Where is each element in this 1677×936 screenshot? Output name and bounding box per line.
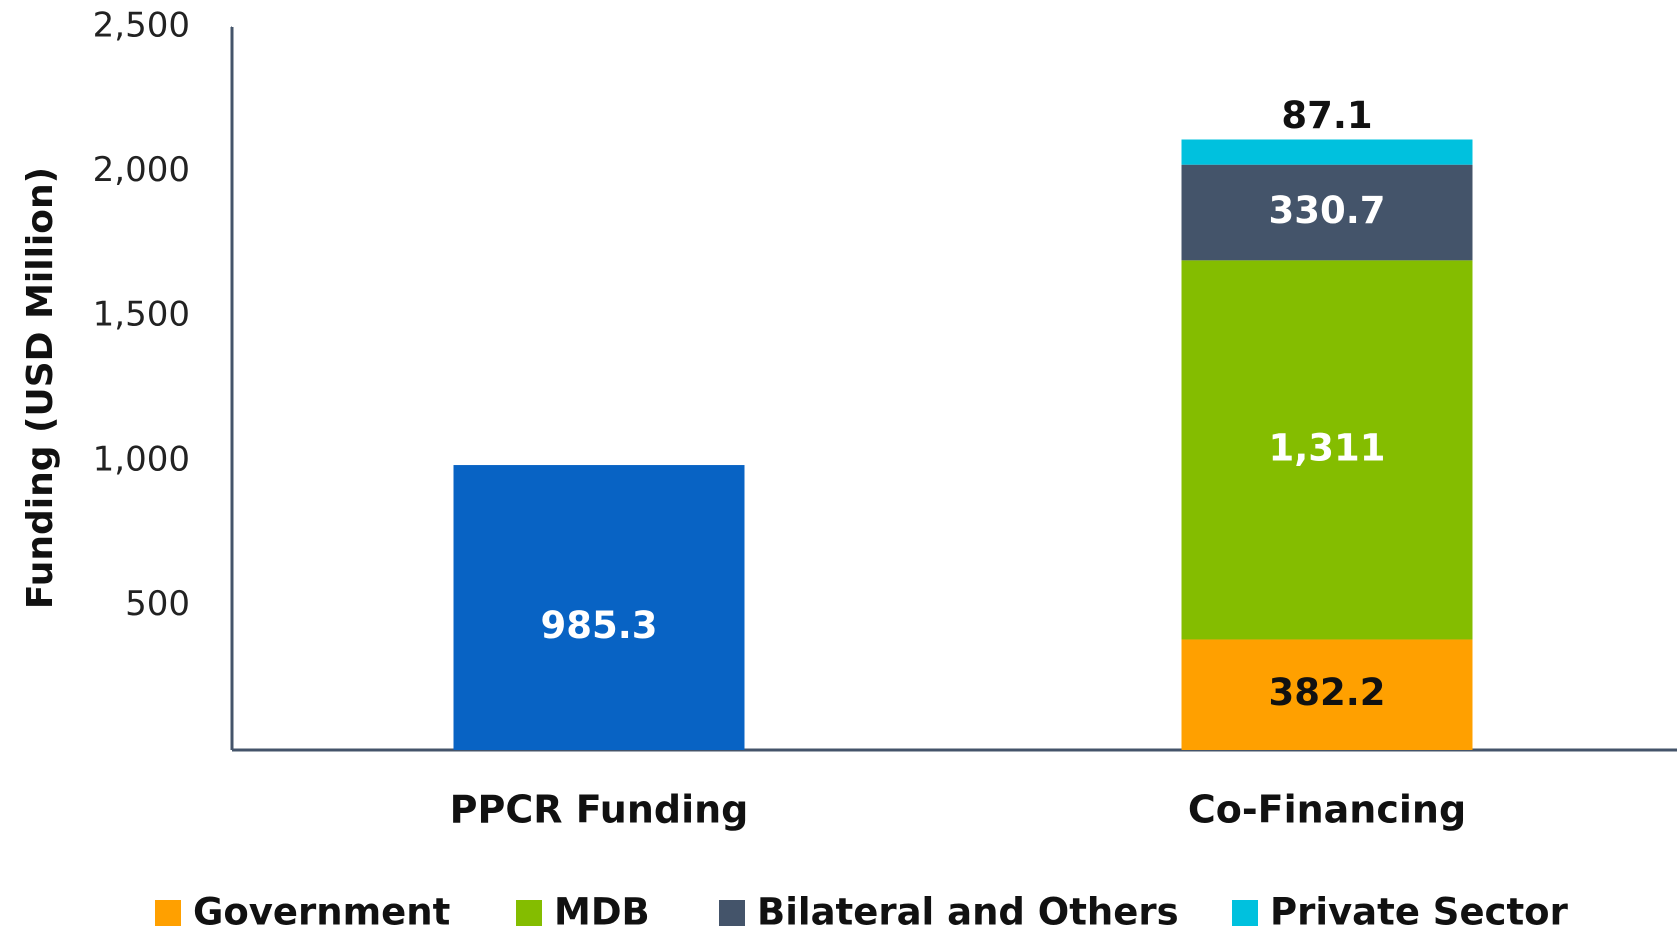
bar-segment <box>1181 164 1473 261</box>
legend-swatch <box>155 900 181 926</box>
legend-label: Private Sector <box>1270 891 1569 934</box>
bar-value-label: 985.3 <box>540 604 657 647</box>
segment-value-label: 330.7 <box>1268 189 1385 232</box>
legend-label: MDB <box>554 891 650 934</box>
legend-swatch <box>1232 900 1258 926</box>
y-axis-title: Funding (USD Million) <box>20 167 61 609</box>
x-tick-label: Co-Financing <box>1188 788 1466 832</box>
bar-segment <box>1181 139 1473 165</box>
segment-value-label: 1,311 <box>1268 426 1385 469</box>
segment-value-label: 382.2 <box>1268 671 1385 714</box>
y-tick-label: 1,000 <box>93 439 190 479</box>
bar-segment <box>1181 260 1473 640</box>
legend-swatch <box>516 900 542 926</box>
x-tick-label: PPCR Funding <box>450 788 749 832</box>
bar-segment <box>1181 639 1473 750</box>
y-tick-label: 500 <box>125 584 190 624</box>
y-tick-label: 2,000 <box>93 150 190 190</box>
legend-swatch <box>719 900 745 926</box>
legend-label: Government <box>193 891 450 934</box>
y-tick-label: 1,500 <box>93 295 190 335</box>
segment-value-label: 87.1 <box>1281 94 1372 137</box>
y-tick-label: 2,500 <box>93 6 190 46</box>
bar <box>453 465 745 750</box>
legend-label: Bilateral and Others <box>757 891 1179 934</box>
